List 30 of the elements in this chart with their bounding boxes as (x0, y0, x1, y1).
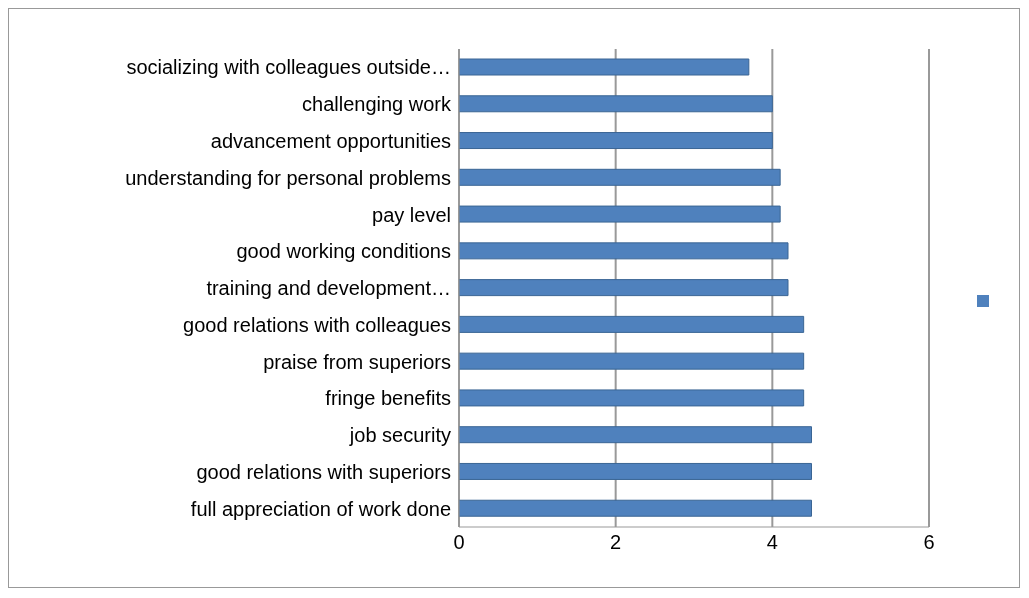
x-tick-label: 2 (610, 531, 622, 554)
bar (459, 168, 781, 186)
bar (459, 279, 789, 297)
y-tick-label: praise from superiors (263, 350, 451, 373)
bar (459, 352, 805, 370)
y-tick-label: fringe benefits (325, 387, 451, 410)
bar (459, 315, 805, 333)
x-tick-label: 6 (923, 531, 935, 554)
x-tick-label: 0 (453, 531, 465, 554)
bar (459, 242, 789, 260)
y-tick-label: advancement opportunities (210, 130, 451, 153)
y-tick-label: full appreciation of work done (190, 497, 451, 520)
y-tick-label: good relations with superiors (196, 460, 451, 483)
y-tick-label: challenging work (302, 93, 452, 116)
y-tick-label: good relations with colleagues (183, 313, 451, 336)
bar (459, 426, 812, 444)
y-tick-label: socializing with colleagues outside… (126, 56, 451, 79)
bar (459, 499, 812, 517)
y-tick-label: understanding for personal problems (125, 166, 451, 189)
y-tick-label: good working conditions (236, 240, 451, 263)
y-tick-label: job security (348, 424, 451, 447)
x-tick-label: 4 (766, 531, 778, 554)
bar (459, 58, 750, 76)
y-tick-label: training and development… (206, 277, 451, 300)
bar (459, 389, 805, 407)
y-tick-label: pay level (372, 203, 451, 226)
bar (459, 462, 812, 480)
bar (459, 132, 773, 150)
bar (459, 205, 781, 223)
bar (459, 95, 773, 113)
